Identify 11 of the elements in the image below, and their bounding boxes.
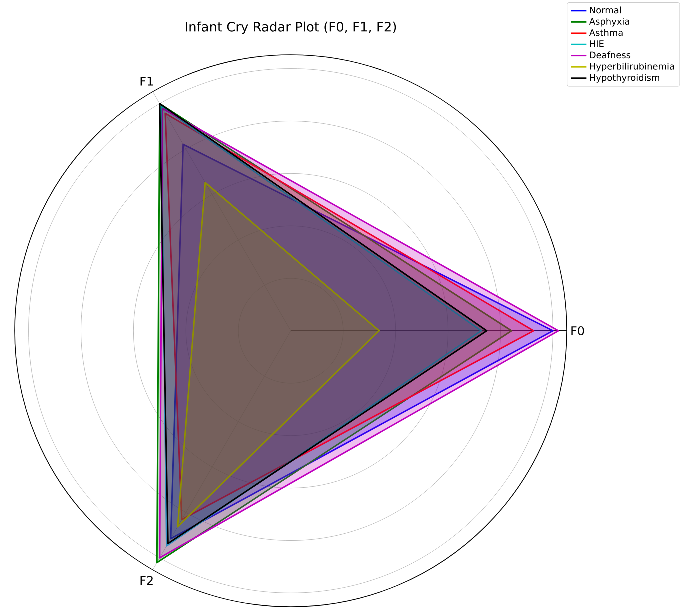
legend-label: Asthma [589,29,623,36]
spoke-label: F2 [140,576,153,586]
legend-label: HIE [590,40,604,48]
legend-label: Deafness [590,52,631,59]
legend-label: Asphyxia [589,18,630,27]
legend-label: Hypothyroidism [590,74,660,83]
legend-label: Hyperbilirubinemia [590,62,674,72]
legend-label: Normal [590,6,622,14]
spoke-label: F1 [140,77,154,86]
spoke-label: F0 [572,326,584,336]
text: Infant Cry Radar Plot (F0, F1, F2) [186,22,396,34]
